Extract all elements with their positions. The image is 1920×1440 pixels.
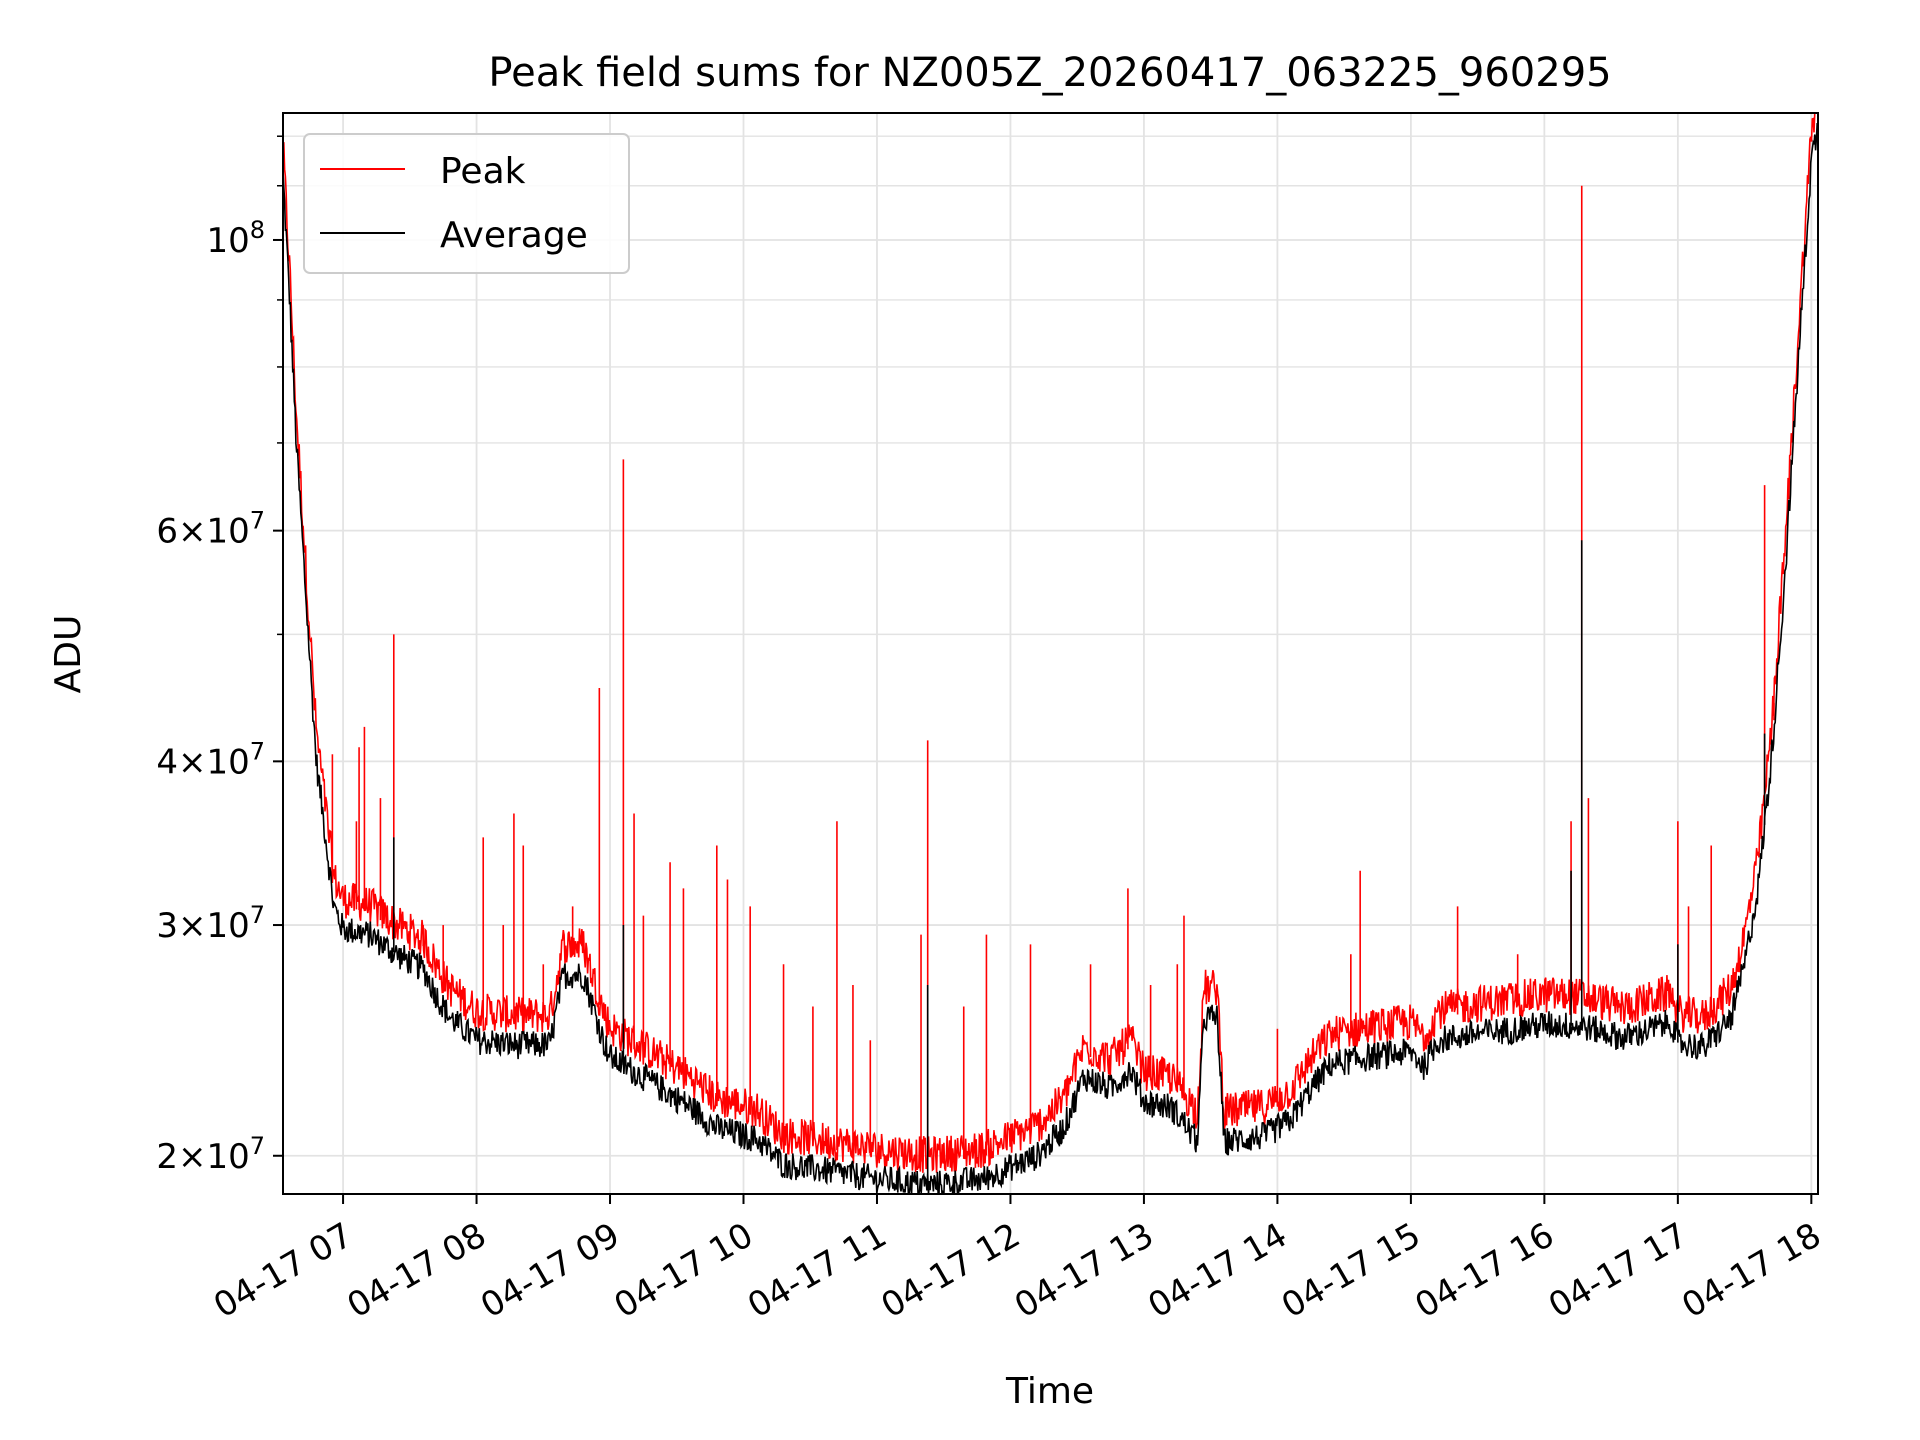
y-tick-label: 4×107	[156, 737, 265, 782]
y-tick-label: 3×107	[156, 901, 265, 946]
y-tick-label: 2×107	[156, 1132, 265, 1177]
legend: Peak Average	[303, 133, 630, 274]
y-axis-ticks: 2×107 3×107 4×107 6×107 108	[156, 135, 283, 1177]
chart-title: Peak field sums for NZ005Z_20260417_0632…	[488, 50, 1611, 96]
y-tick-label: 6×107	[156, 507, 265, 552]
legend-peak-label: Peak	[440, 151, 526, 192]
average-series-line	[283, 123, 1818, 1194]
legend-average-label: Average	[440, 215, 588, 256]
y-axis-label: ADU	[48, 615, 89, 694]
series-layer	[283, 113, 1818, 1194]
peak-series-line	[283, 113, 1816, 1173]
plot-frame	[282, 112, 1819, 1195]
x-axis-label: Time	[1005, 1371, 1094, 1412]
y-tick-label: 108	[206, 216, 265, 261]
